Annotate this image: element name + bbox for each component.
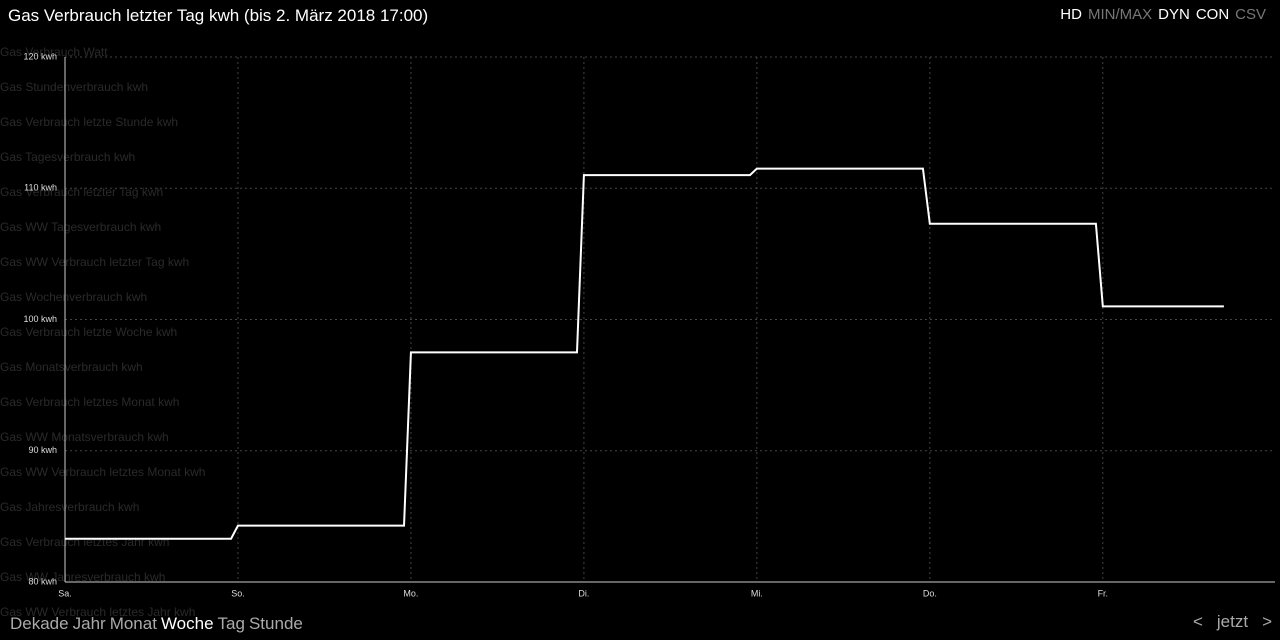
mode-button[interactable]: HD (1060, 6, 1082, 23)
range-button[interactable]: Woche (160, 614, 214, 633)
y-tick-label: 120 kwh (23, 51, 57, 61)
background-item: Gas WW Tagesverbrauch kwh (0, 220, 162, 234)
background-item: Gas Tagesverbrauch kwh (0, 150, 136, 164)
chart-title: Gas Verbrauch letzter Tag kwh (bis 2. Mä… (8, 6, 429, 25)
background-item: Gas Verbrauch Watt (0, 45, 108, 59)
background-item: Gas Monatsverbrauch kwh (0, 360, 143, 374)
background-item: Gas WW Verbrauch letztes Monat kwh (0, 465, 206, 479)
x-tick-label: Sa. (58, 588, 72, 598)
background-item: Gas Verbrauch letzter Tag kwh (0, 185, 164, 199)
y-tick-label: 110 kwh (24, 183, 57, 193)
x-tick-label: Fr. (1098, 588, 1109, 598)
x-tick-label: So. (231, 588, 245, 598)
background-item: Gas WW Jahresverbrauch kwh (0, 570, 166, 584)
background-item: Gas Verbrauch letztes Monat kwh (0, 395, 180, 409)
nav-button[interactable]: > (1262, 612, 1272, 631)
data-line (65, 167, 1224, 540)
background-list: Gas Verbrauch Watt Gas Stundenverbrauch k… (0, 42, 1280, 637)
nav-button[interactable]: < (1192, 612, 1203, 631)
range-button[interactable]: Dekade (10, 614, 69, 633)
background-item: Gas Verbrauch letzte Stunde kwh (0, 115, 179, 129)
background-item: Gas Wochenverbrauch kwh (0, 290, 148, 304)
mode-buttons: HD MIN/MAX DYN CON CSV (1054, 6, 1266, 23)
background-item: Gas Jahresverbrauch kwh (0, 500, 140, 514)
y-tick-label: 80 kwh (28, 576, 57, 586)
range-button[interactable]: Tag (217, 614, 245, 633)
x-tick-label: Mo. (403, 588, 418, 598)
range-button[interactable]: Stunde (248, 614, 303, 633)
background-item: Gas Verbrauch letzte Woche kwh (0, 325, 178, 339)
x-tick-label: Mi. (751, 588, 763, 598)
background-item: Gas WW Verbrauch letzter Tag kwh (0, 255, 190, 269)
nav-button[interactable]: jetzt (1216, 612, 1249, 631)
y-tick-label: 100 kwh (23, 314, 57, 324)
background-item: Gas WW Monatsverbrauch kwh (0, 430, 169, 444)
range-button[interactable]: Monat (109, 614, 157, 633)
mode-button[interactable]: MIN/MAX (1087, 6, 1153, 23)
y-tick-label: 90 kwh (28, 445, 57, 455)
x-tick-label: Di. (578, 588, 589, 598)
range-button[interactable]: Jahr (72, 614, 106, 633)
x-tick-label: Do. (923, 588, 937, 598)
mode-button[interactable]: CON (1195, 6, 1230, 23)
mode-button[interactable]: CSV (1235, 6, 1266, 23)
background-item: Gas WW Verbrauch letztes Jahr kwh (0, 605, 196, 619)
navigation: < jetzt > (1179, 612, 1272, 632)
background-item: Gas Stundenverbrauch kwh (0, 80, 149, 94)
range-buttons: Dekade Jahr Monat Woche Tag Stunde (10, 614, 307, 634)
mode-button[interactable]: DYN (1158, 6, 1190, 23)
